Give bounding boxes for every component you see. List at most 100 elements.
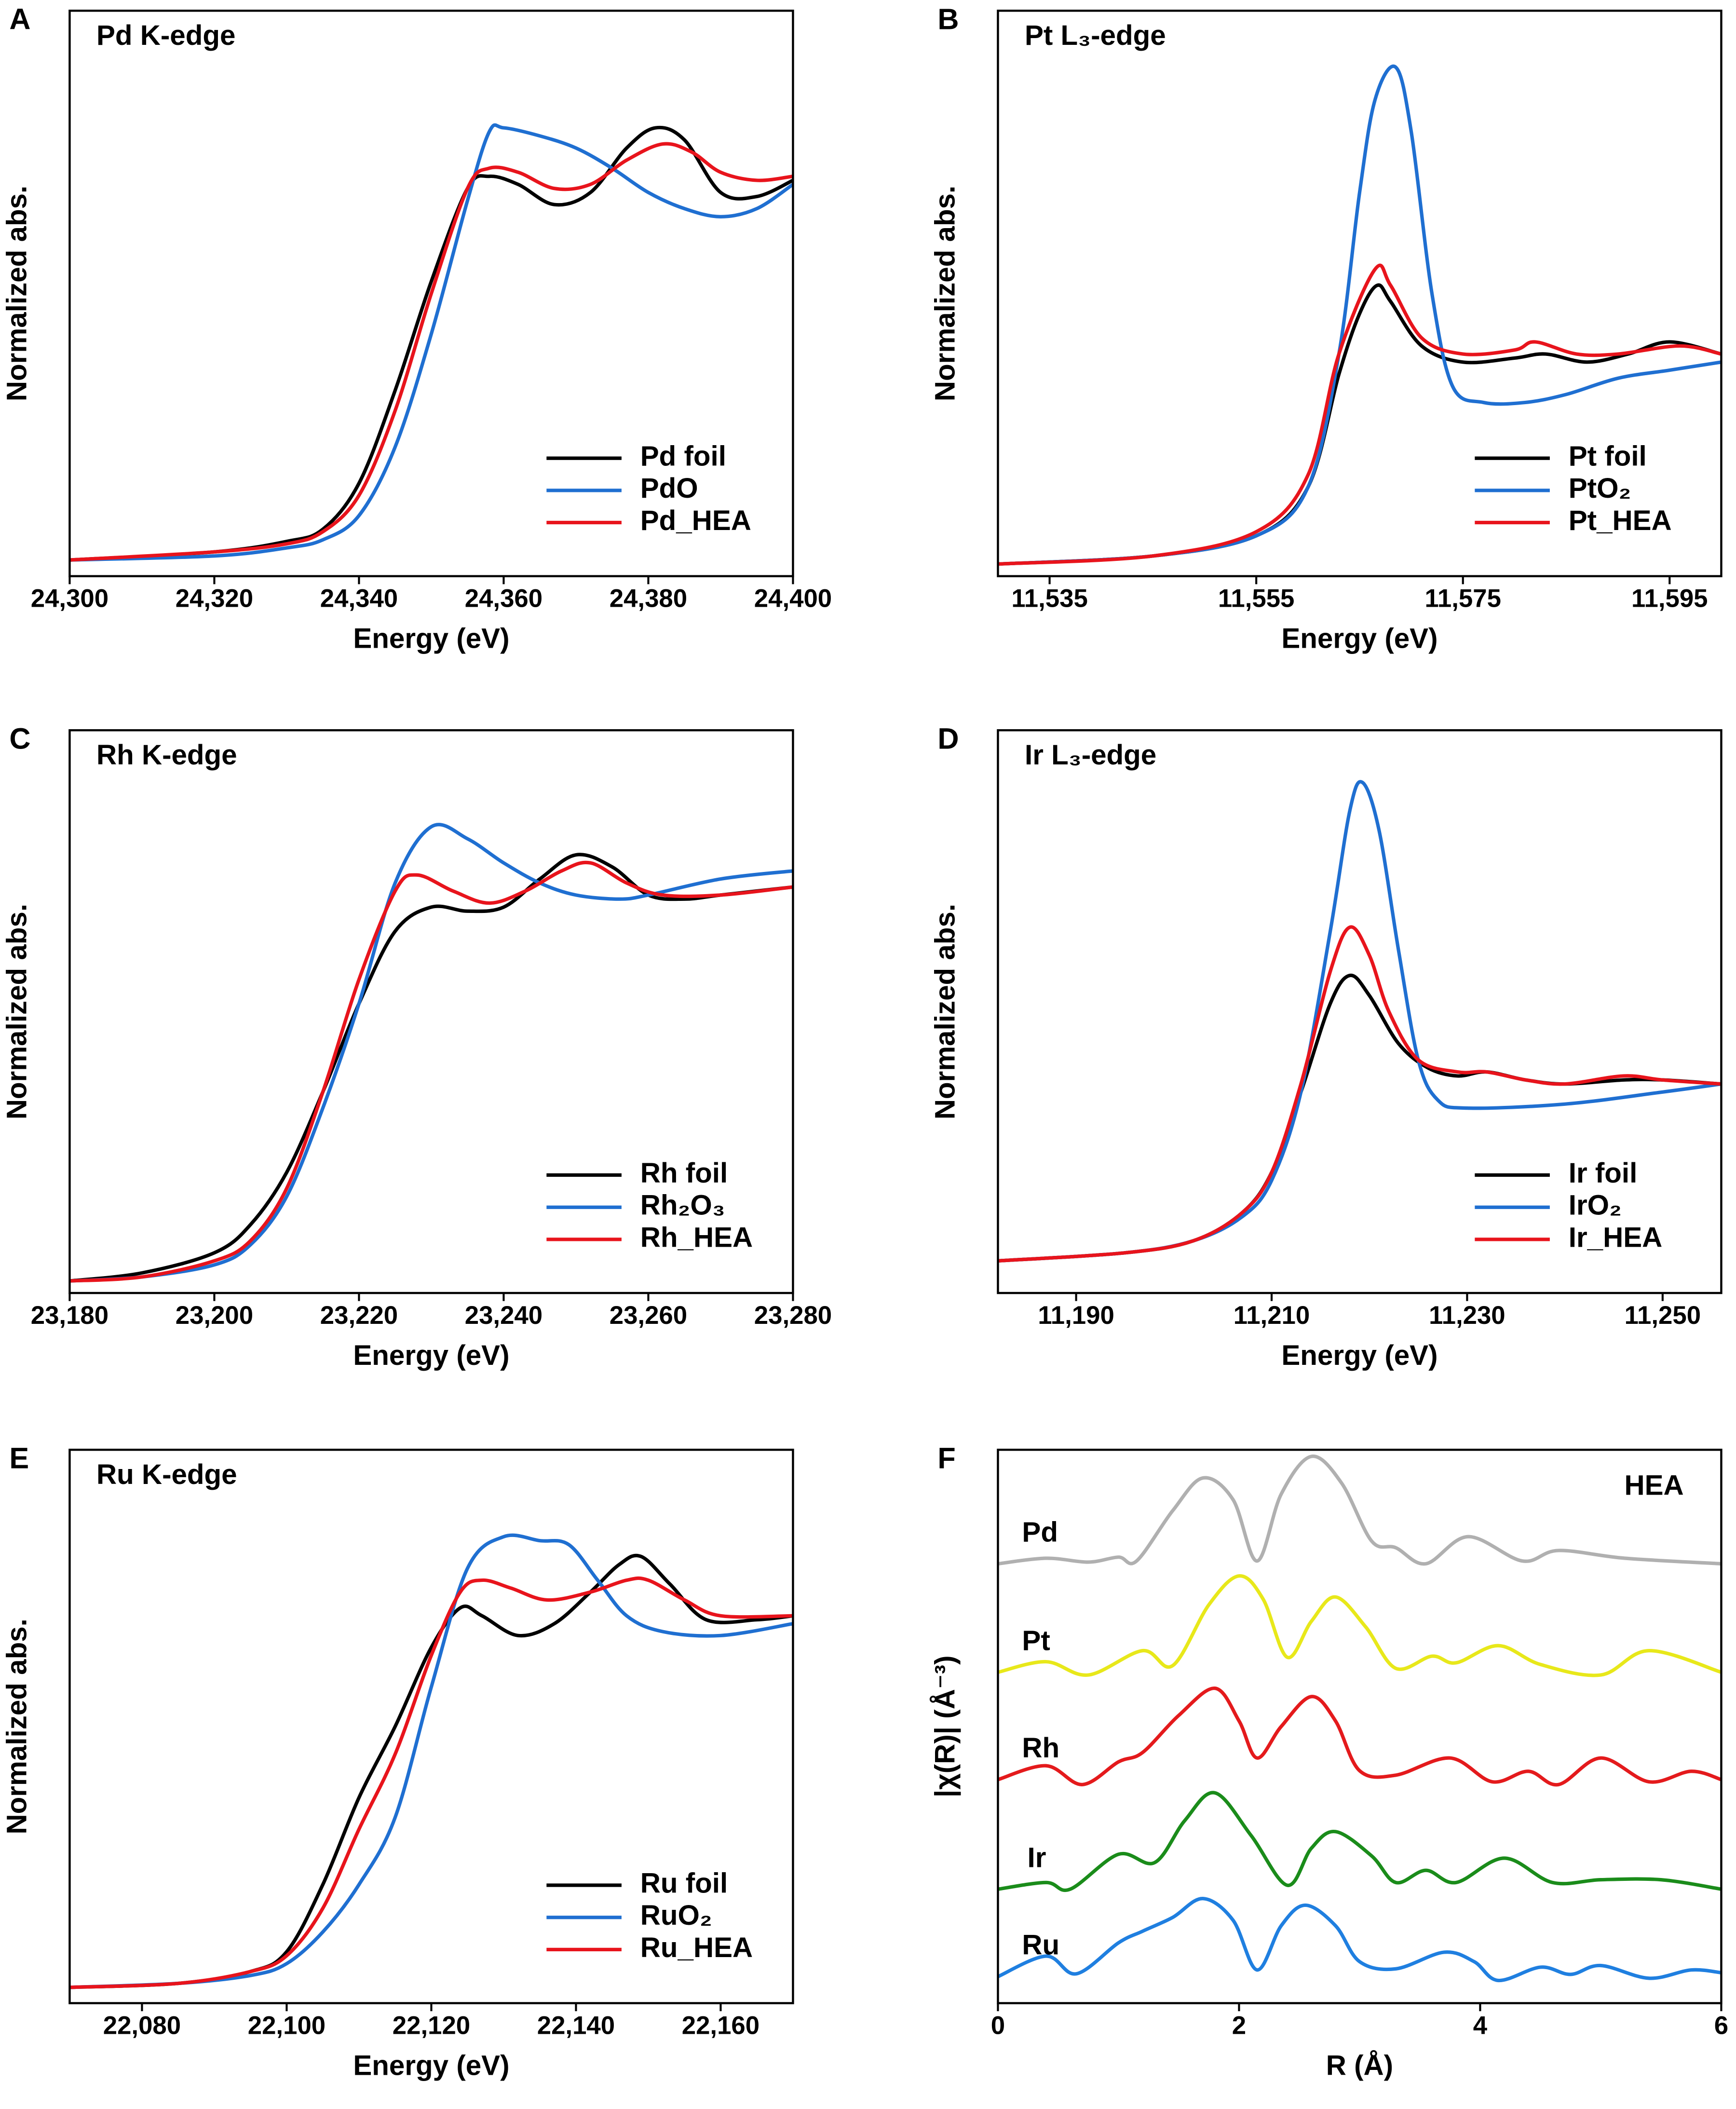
x-axis-label: Energy (eV) [353,1340,509,1371]
x-tick-label: 24,360 [465,585,542,613]
x-tick-label: 11,595 [1631,585,1708,613]
x-axis-label: Energy (eV) [1281,623,1438,654]
series-label: Ru [1022,1930,1059,1961]
panel-label: A [9,3,30,36]
panel-title: Pd K-edge [96,20,235,51]
panel-label: F [937,1442,955,1474]
panel: 0 2 4 6 R (Å) |χ(R)| (Å⁻³) F HEA Pd Pt Rh Ir Ru [929,1442,1728,2081]
x-tick-label: 23,280 [754,1301,832,1330]
x-tick-label: 23,200 [176,1301,253,1330]
x-tick-label: 24,340 [320,585,398,613]
panel: 22,080 22,100 22,120 22,140 22,160 Energy (eV… [1,1442,794,2081]
plot-frame [997,1448,1722,2004]
plot-frame [997,729,1722,1294]
panel-label: E [9,1442,29,1474]
x-tick-label: 11,210 [1234,1301,1310,1330]
panel-title: Ir L₃-edge [1025,739,1156,771]
x-tick-label: 23,180 [31,1301,108,1330]
series-line [69,860,793,1283]
panel-label: D [937,722,959,755]
legend-label: Ir_HEA [1569,1222,1662,1253]
y-axis-label: Normalized abs. [1,1619,32,1834]
legend-label: Pd foil [640,441,726,472]
x-tick-label: 4 [1473,2011,1488,2040]
series-label: Pt [1022,1625,1050,1657]
panel: 11,190 11,210 11,230 11,250 Energy (eV) Norma… [929,722,1722,1371]
x-tick-label: 22,120 [393,2011,470,2040]
y-axis-label: Normalized abs. [929,904,961,1119]
series-line [998,925,1722,1263]
legend-label: PtO₂ [1569,473,1631,504]
panel: 11,535 11,555 11,575 11,595 Energy (eV) Norma… [929,3,1722,654]
panel-label: B [937,3,959,36]
series-line [998,1455,1722,1566]
legend-label: Rh₂O₃ [640,1190,725,1221]
series-line [69,142,793,562]
series-line [69,1576,793,1989]
series-line [998,1687,1722,1787]
y-axis-label: Normalized abs. [929,186,961,401]
x-axis-label: Energy (eV) [353,623,509,654]
x-tick-label: 24,380 [610,585,687,613]
plot-frame [68,729,794,1294]
panel-title: Ru K-edge [96,1459,237,1490]
x-tick-label: 11,250 [1625,1301,1701,1330]
series-line [998,263,1722,566]
series-line [998,1791,1722,1892]
legend-label: Ru foil [640,1867,728,1899]
y-axis-label: Normalized abs. [1,904,32,1119]
panel: 23,180 23,200 23,220 23,240 23,260 23,280 Ener… [1,722,832,1371]
legend-label: Pt foil [1569,441,1647,472]
legend-label: IrO₂ [1569,1190,1622,1221]
panel-title: Rh K-edge [96,739,237,771]
x-tick-label: 22,160 [682,2011,760,2040]
x-axis-label: Energy (eV) [1281,1340,1438,1371]
legend-label: Pd_HEA [640,505,751,536]
series-line [69,1533,793,1989]
x-tick-label: 11,190 [1038,1301,1114,1330]
series-label: Ir [1028,1842,1046,1873]
x-tick-label: 23,220 [320,1301,398,1330]
x-tick-label: 0 [991,2011,1005,2040]
legend-label: RuO₂ [640,1900,712,1931]
legend-label: Ru_HEA [640,1932,753,1963]
x-tick-label: 24,300 [31,585,108,613]
x-tick-label: 11,575 [1424,585,1501,613]
annotation: HEA [1625,1469,1684,1501]
x-tick-label: 22,080 [103,2011,181,2040]
plot-frame [68,10,794,577]
x-tick-label: 11,535 [1011,585,1087,613]
x-tick-label: 22,100 [248,2011,326,2040]
x-axis-label: Energy (eV) [353,2050,509,2081]
x-tick-label: 23,240 [465,1301,542,1330]
x-tick-label: 2 [1232,2011,1246,2040]
x-tick-label: 11,230 [1429,1301,1505,1330]
y-axis-label: |χ(R)| (Å⁻³) [929,1656,961,1798]
panel-label: C [9,722,30,755]
series-label: Rh [1022,1732,1059,1764]
x-axis-label: R (Å) [1326,2049,1393,2081]
legend-label: Ir foil [1569,1157,1638,1189]
panel-title: Pt L₃-edge [1025,20,1166,51]
legend-label: Rh foil [640,1157,728,1189]
series-line [69,823,793,1283]
x-tick-label: 23,260 [610,1301,687,1330]
y-axis-label: Normalized abs. [1,186,32,401]
x-tick-label: 24,320 [176,585,253,613]
series-line [998,780,1722,1263]
x-tick-label: 11,555 [1218,585,1294,613]
x-tick-label: 24,400 [754,585,832,613]
x-tick-label: 6 [1714,2011,1728,2040]
plot-frame [997,10,1722,577]
legend-label: Rh_HEA [640,1222,753,1253]
series-line [998,64,1722,566]
legend-label: PdO [640,473,698,504]
series-line [69,123,793,562]
panel: 24,300 24,320 24,340 24,360 24,380 24,400 Ener… [1,3,832,654]
series-line [998,1897,1722,1983]
legend-label: Pt_HEA [1569,505,1672,536]
series-line [998,1574,1722,1677]
x-tick-label: 22,140 [537,2011,615,2040]
